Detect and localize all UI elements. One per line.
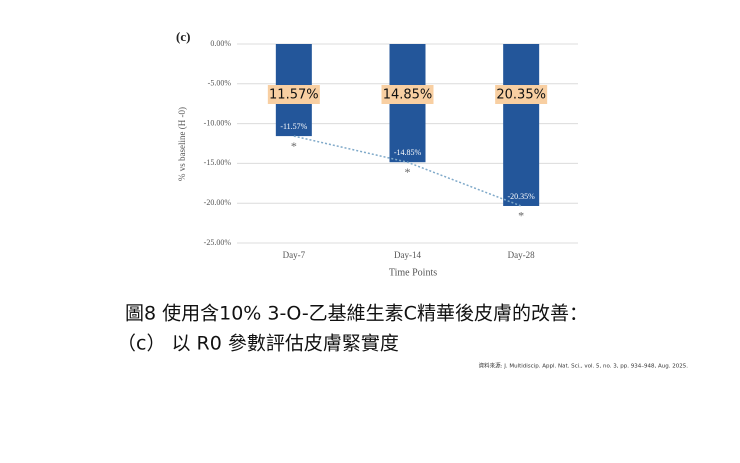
source-note: 資料來源: J. Multidiscip. Appl. Nat. Sci., v… (479, 362, 689, 370)
callout-label: 14.85% (383, 88, 433, 103)
significance-mark: * (405, 165, 411, 179)
callout-box (381, 85, 434, 104)
significance-mark: * (518, 209, 524, 223)
x-tick-label: Day-7 (283, 250, 306, 260)
caption-line: 圖8 使用含10% 3-O-乙基維生素C精華後皮膚的改善： (125, 303, 588, 325)
y-tick-label: -10.00% (204, 118, 232, 127)
y-tick-label: -20.00% (204, 198, 232, 207)
panel-label: (c) (176, 29, 190, 44)
x-tick-label: Day-14 (394, 250, 421, 260)
x-tick-label: Day-28 (508, 250, 535, 260)
y-axis-label: % vs baseline (H -0) (177, 107, 187, 181)
y-tick-label: -5.00% (208, 79, 232, 88)
trend-line (293, 135, 522, 207)
callout-label: 11.57% (269, 88, 319, 103)
value-label: -20.35% (508, 192, 536, 201)
value-label: -11.57% (280, 122, 307, 131)
callout-box (267, 85, 320, 104)
significance-mark: * (291, 139, 297, 153)
callout-box (495, 85, 548, 104)
y-tick-label: 0.00% (210, 39, 231, 48)
y-tick-label: -15.00% (204, 158, 232, 167)
bar (503, 44, 540, 206)
y-tick-label: -25.00% (204, 238, 232, 247)
caption-line: （c） 以 R0 參數評估皮膚緊實度 (117, 333, 399, 355)
x-axis-label: Time Points (389, 267, 437, 278)
callout-label: 20.35% (496, 88, 546, 103)
value-label: -14.85% (394, 148, 422, 157)
